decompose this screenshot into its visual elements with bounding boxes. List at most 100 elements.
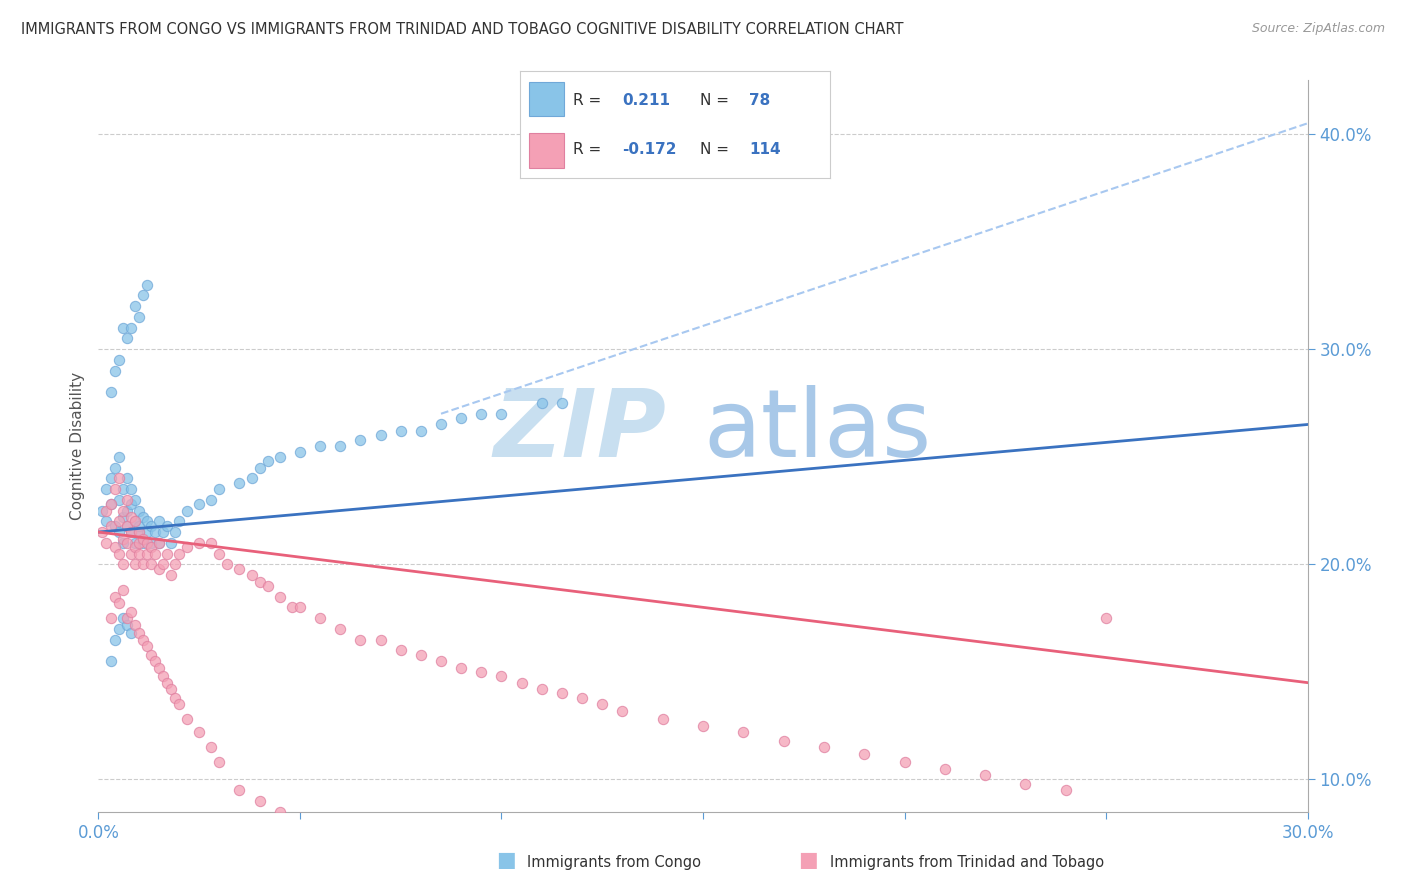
Point: [107, 622, 129, 636]
Point: [240, 471, 263, 485]
Point: [111, 611, 134, 625]
Point: [96, 536, 118, 550]
Point: [139, 648, 162, 662]
Point: [124, 514, 146, 528]
Point: [329, 826, 352, 840]
Point: [156, 675, 179, 690]
Point: [893, 756, 915, 770]
Y-axis label: Cognitive Disability: Cognitive Disability: [69, 372, 84, 520]
Point: [132, 558, 155, 572]
Point: [115, 518, 138, 533]
Point: [160, 682, 183, 697]
Point: [571, 690, 593, 705]
Point: [510, 675, 533, 690]
Point: [128, 524, 150, 539]
Point: [132, 536, 155, 550]
Point: [329, 622, 352, 636]
Text: N =: N =: [700, 142, 728, 157]
Point: [152, 558, 174, 572]
Point: [135, 514, 157, 528]
Point: [107, 596, 129, 610]
Point: [450, 660, 472, 674]
Point: [288, 811, 311, 825]
Text: 0.211: 0.211: [623, 93, 671, 108]
Point: [132, 288, 155, 302]
Point: [208, 756, 231, 770]
Point: [530, 863, 553, 877]
Text: -0.172: -0.172: [623, 142, 676, 157]
Point: [409, 648, 432, 662]
Point: [128, 524, 150, 539]
Point: [163, 690, 186, 705]
Point: [103, 482, 125, 496]
Point: [135, 536, 157, 550]
Point: [96, 503, 118, 517]
Point: [491, 669, 513, 683]
Point: [100, 497, 122, 511]
Point: [813, 740, 835, 755]
Point: [217, 558, 239, 572]
Point: [551, 686, 574, 700]
Text: Immigrants from Trinidad and Tobago: Immigrants from Trinidad and Tobago: [830, 855, 1104, 870]
Point: [450, 847, 472, 862]
Text: ZIP: ZIP: [494, 385, 666, 477]
Point: [228, 783, 250, 797]
Point: [269, 590, 291, 604]
Point: [612, 704, 634, 718]
Point: [115, 471, 138, 485]
Point: [188, 536, 211, 550]
FancyBboxPatch shape: [530, 134, 564, 168]
Point: [100, 385, 122, 400]
Point: [120, 510, 142, 524]
Point: [128, 518, 150, 533]
Text: 78: 78: [749, 93, 770, 108]
Point: [115, 518, 138, 533]
Point: [111, 558, 134, 572]
Point: [329, 439, 352, 453]
Point: [389, 643, 412, 657]
Point: [148, 660, 170, 674]
Point: [103, 540, 125, 554]
Point: [107, 353, 129, 368]
Point: [188, 497, 211, 511]
Point: [120, 524, 142, 539]
Text: ■: ■: [799, 850, 818, 870]
Point: [176, 540, 198, 554]
Point: [115, 331, 138, 345]
Point: [128, 536, 150, 550]
Point: [91, 503, 114, 517]
Point: [551, 396, 574, 410]
Point: [167, 697, 190, 711]
Point: [107, 492, 129, 507]
Point: [160, 536, 183, 550]
Point: [96, 514, 118, 528]
Point: [651, 712, 673, 726]
Point: [409, 841, 432, 855]
Point: [470, 407, 492, 421]
Point: [152, 524, 174, 539]
Point: [188, 725, 211, 739]
Point: [132, 532, 155, 546]
Point: [370, 632, 392, 647]
Point: [111, 532, 134, 546]
Point: [370, 837, 392, 851]
Point: [167, 514, 190, 528]
Point: [135, 639, 157, 653]
Point: [281, 600, 304, 615]
Point: [530, 682, 553, 697]
Point: [100, 611, 122, 625]
Point: [124, 558, 146, 572]
Point: [491, 854, 513, 868]
Point: [1014, 777, 1036, 791]
Point: [934, 762, 956, 776]
Point: [120, 497, 142, 511]
Point: [100, 471, 122, 485]
Point: [309, 820, 332, 834]
Text: N =: N =: [700, 93, 728, 108]
Point: [156, 547, 179, 561]
Point: [156, 518, 179, 533]
Point: [111, 482, 134, 496]
Point: [228, 475, 250, 490]
Point: [208, 547, 231, 561]
Point: [100, 654, 122, 668]
